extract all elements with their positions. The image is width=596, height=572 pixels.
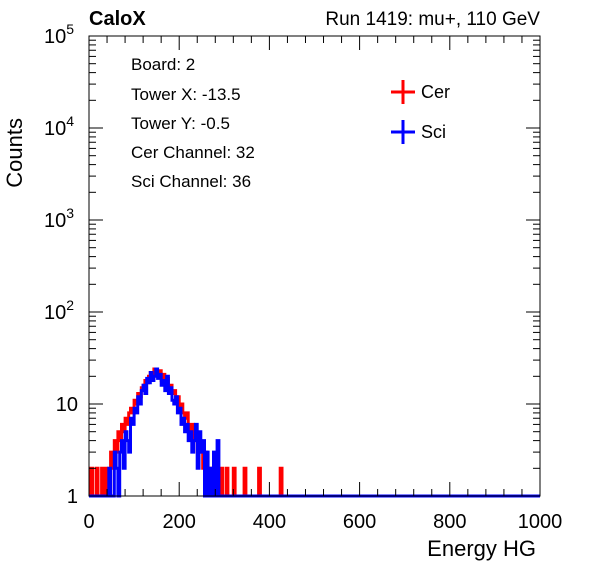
legend-marker-cer xyxy=(391,80,415,104)
info-line-cer-channel: Cer Channel: 32 xyxy=(131,143,255,162)
header-right-label: Run 1419: mu+, 110 GeV xyxy=(325,9,540,30)
y-tick-label: 105 xyxy=(44,21,74,48)
x-tick-label: 800 xyxy=(433,511,466,533)
x-tick-label: 400 xyxy=(253,511,286,533)
info-box xyxy=(119,46,360,196)
x-tick-label: 0 xyxy=(83,511,94,533)
plot-frame xyxy=(88,35,541,497)
y-tick-label: 102 xyxy=(44,297,74,324)
tick-layer: 0 200 400 600 800 1000 1 10 102 103 104 105 xyxy=(44,21,562,533)
y-tick-label: 103 xyxy=(44,205,74,232)
y-tick-label: 10 xyxy=(56,394,78,416)
y-axis-title: Counts xyxy=(2,118,27,188)
x-axis-title: Energy HG xyxy=(427,536,536,561)
info-line-tower-x: Tower X: -13.5 xyxy=(131,85,241,104)
legend-label-sci: Sci xyxy=(421,122,446,142)
series-layer xyxy=(89,367,540,498)
y-tick-label: 104 xyxy=(44,113,74,140)
info-line-tower-y: Tower Y: -0.5 xyxy=(131,114,230,133)
x-tick-label: 600 xyxy=(343,511,376,533)
x-tick-label: 200 xyxy=(163,511,196,533)
legend-marker-sci xyxy=(391,120,415,144)
y-tick-label: 1 xyxy=(67,486,78,508)
legend-label-cer: Cer xyxy=(421,82,450,102)
info-line-board: Board: 2 xyxy=(131,55,195,74)
legend: Cer Sci xyxy=(391,80,450,144)
x-tick-label: 1000 xyxy=(518,511,563,533)
series-sci xyxy=(89,367,540,498)
info-line-sci-channel: Sci Channel: 36 xyxy=(131,172,251,191)
header-left-label: CaloX xyxy=(89,8,146,30)
